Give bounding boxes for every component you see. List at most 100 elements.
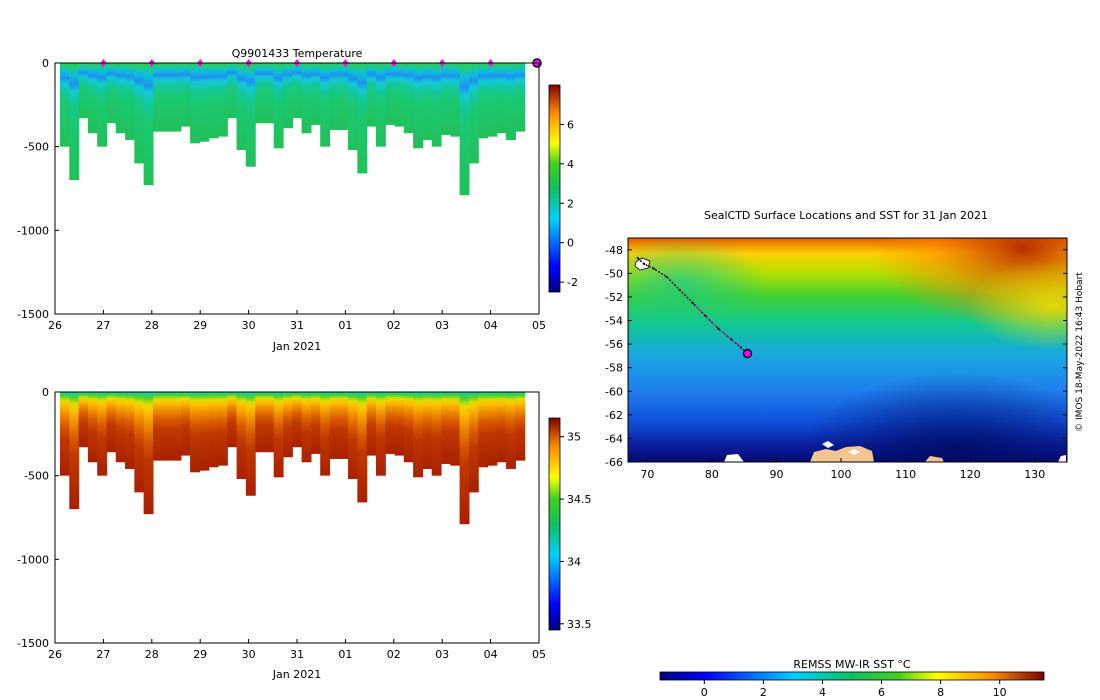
track-point: [643, 262, 646, 266]
temp-y-ticks: 0 -500 -1000 -1500: [17, 57, 59, 321]
profile-bar: [106, 392, 117, 453]
x-tick-label: 03: [435, 319, 449, 332]
map-y-tick-label: -48: [605, 244, 623, 257]
profile-bar: [431, 392, 442, 476]
sst-colorbar-tick-label: 10: [993, 686, 1007, 699]
map-y-tick-label: -66: [605, 456, 623, 469]
temp-section-bars: [60, 63, 526, 196]
track-recent: [692, 302, 748, 355]
profile-bar: [338, 392, 349, 459]
profile-bar: [134, 63, 145, 164]
track-latest-position: [742, 348, 753, 359]
y-tick-label: -1500: [17, 308, 49, 321]
y-tick-label: 0: [42, 386, 49, 399]
map-y-ticks: -48 -50 -52 -54 -56 -58 -60 -62 -64 -66: [605, 244, 1067, 469]
track-point: [717, 327, 720, 330]
profile-bar: [403, 392, 414, 463]
x-tick-label: 01: [338, 648, 352, 661]
profile-bar: [515, 63, 526, 132]
profile-bar: [162, 392, 173, 461]
profile-bar: [301, 392, 312, 463]
antarctic-land: [724, 441, 1066, 462]
profile-bar: [366, 392, 377, 456]
profile-bar: [413, 63, 424, 149]
y-tick-label: 0: [42, 57, 49, 70]
profile-bar: [450, 392, 461, 466]
sst-colorbar-ticks: 0 2 4 6 8 10: [701, 680, 1007, 699]
map-x-tick-label: 90: [769, 468, 783, 481]
profile-bar: [478, 392, 489, 468]
profile-bar: [245, 63, 256, 167]
profile-bar: [348, 392, 358, 480]
profile-bar: [478, 63, 489, 139]
sst-field: [628, 238, 1067, 462]
profile-bar: [152, 63, 163, 132]
profile-bar: [264, 392, 275, 453]
profile-bar: [487, 63, 498, 137]
profile-bar: [273, 392, 284, 478]
profile-bar: [273, 63, 284, 149]
profile-bar: [422, 63, 433, 140]
colorbar-tick-label: -2: [567, 276, 578, 289]
y-tick-label: -1000: [17, 224, 49, 237]
profile-bar: [283, 392, 293, 458]
profile-bar: [375, 392, 386, 476]
profile-bar: [385, 63, 396, 125]
profile-bar: [217, 392, 228, 466]
profile-bar: [515, 392, 526, 461]
profile-bar: [496, 392, 507, 463]
temp-panel-title: Q9901433 Temperature: [232, 47, 363, 60]
colorbar-tick-label: 0: [567, 237, 574, 250]
profile-bar: [506, 63, 516, 140]
colorbar-tick-label: 33.5: [567, 618, 592, 631]
map-x-ticks: 70 80 90 100 110 120 130: [640, 458, 1045, 481]
profile-bar: [506, 392, 516, 469]
profile-bar: [496, 63, 507, 134]
salinity-colorbar-ticks: 35 34.5 34 33.5: [560, 431, 592, 631]
x-tick-label: 31: [290, 648, 304, 661]
profile-bar: [217, 63, 228, 137]
profile-bar: [227, 63, 238, 119]
profile-bar: [60, 63, 70, 147]
colorbar-tick-label: 34.5: [567, 493, 592, 506]
profile-bar: [459, 63, 470, 196]
profile-bar: [255, 63, 266, 124]
profile-bar: [78, 392, 89, 448]
sst-colorbar: [659, 671, 1045, 681]
profile-bar: [134, 392, 145, 493]
x-tick-label: 30: [242, 648, 256, 661]
profile-bar: [199, 392, 210, 471]
profile-bar: [255, 392, 266, 453]
track-point: [691, 301, 694, 304]
track-point: [704, 314, 707, 317]
profile-bar: [264, 63, 275, 124]
profile-bar: [366, 63, 377, 127]
profile-bar: [125, 63, 135, 140]
salinity-x-label: Jan 2021: [272, 668, 321, 681]
kerguelen-island: [634, 257, 651, 271]
profile-bar: [199, 63, 210, 142]
x-tick-label: 31: [290, 319, 304, 332]
x-tick-label: 29: [193, 648, 207, 661]
x-tick-label: 05: [532, 319, 546, 332]
profile-bar: [394, 63, 405, 127]
x-tick-label: 30: [242, 319, 256, 332]
map-x-tick-label: 130: [1024, 468, 1045, 481]
profile-bar: [292, 392, 303, 448]
profile-bar: [422, 392, 433, 469]
track-point: [678, 288, 681, 291]
sst-colorbar-tick-label: 0: [701, 686, 708, 699]
map-y-tick-label: -62: [605, 409, 623, 422]
map-y-tick-label: -52: [605, 291, 623, 304]
x-tick-label: 02: [387, 648, 401, 661]
profile-bar: [125, 392, 135, 469]
x-tick-label: 28: [145, 319, 159, 332]
y-tick-label: -1000: [17, 553, 49, 566]
profile-bar: [338, 63, 349, 130]
profile-bar: [143, 392, 154, 515]
profile-bar: [245, 392, 256, 496]
sst-colorbar-tick-label: 4: [819, 686, 826, 699]
profile-bar: [208, 392, 219, 468]
profile-bar: [236, 63, 247, 151]
